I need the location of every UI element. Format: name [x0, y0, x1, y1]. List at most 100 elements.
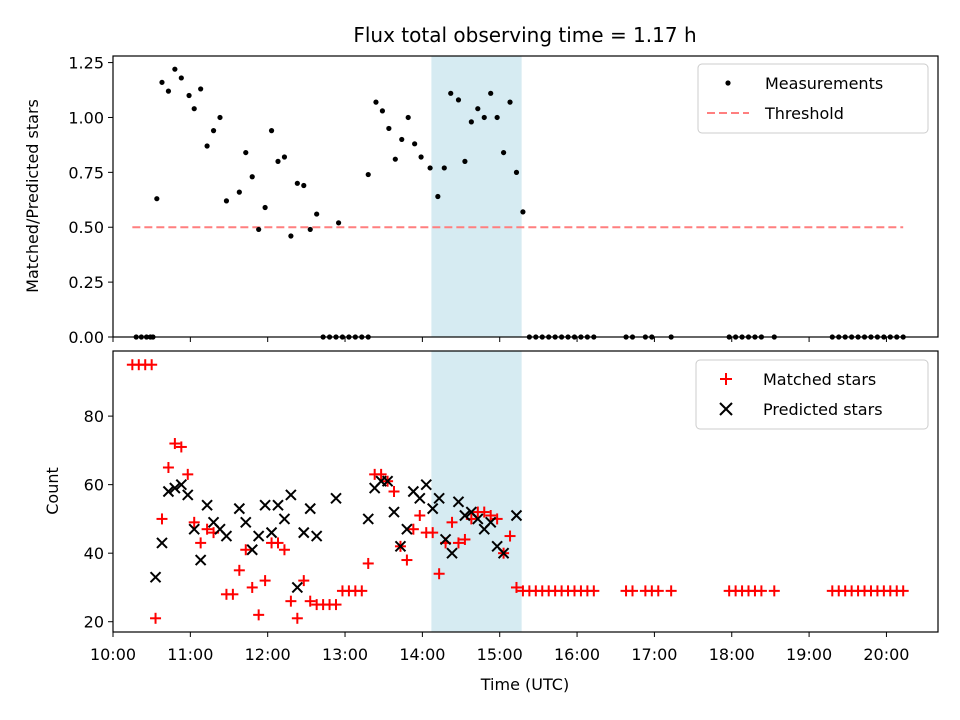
x-tick-label: 12:00 [245, 645, 291, 664]
measurement-point [204, 143, 210, 149]
y-tick-label: 1.25 [68, 54, 104, 73]
matched-star-marker [588, 585, 600, 597]
x-tick-label: 16:00 [554, 645, 600, 664]
y-tick-label: 0.00 [68, 328, 104, 347]
measurement-point [481, 114, 487, 121]
matched-star-marker [433, 568, 445, 580]
measurement-point [418, 154, 424, 160]
y-axis-title: Matched/Predicted stars [23, 99, 42, 293]
plot-frame [112, 55, 939, 338]
matched-star-marker [768, 585, 780, 597]
measurement-point [198, 86, 204, 92]
measurement-point [513, 169, 520, 175]
matched-star-marker [278, 544, 290, 556]
matched-star-marker [478, 506, 490, 518]
matched-star-marker [233, 564, 245, 576]
x-tick-label: 13:00 [322, 645, 368, 664]
matched-star-marker [407, 523, 419, 535]
measurement-point [294, 180, 300, 186]
measurement-point [373, 99, 379, 105]
x-tick-label: 14:00 [399, 645, 445, 664]
predicted-star-marker [459, 509, 471, 522]
highlight-span [431, 56, 522, 337]
predicted-star-marker [259, 499, 271, 511]
predicted-star-marker [472, 513, 484, 525]
matched-star-marker [510, 581, 522, 593]
measurement-point [335, 220, 342, 226]
predicted-star-marker [381, 475, 394, 487]
matched-star-marker [175, 441, 187, 453]
matched-star-marker [375, 468, 387, 480]
legend-label-predicted: Predicted stars [763, 400, 883, 419]
plot-frame [112, 350, 939, 633]
predicted-star-marker [426, 502, 439, 515]
predicted-star-marker [362, 513, 374, 525]
measurement-point [307, 226, 313, 233]
measurement-point [281, 154, 288, 160]
measurement-point [154, 196, 160, 202]
matched-star-marker [304, 595, 316, 607]
matched-star-marker [182, 468, 194, 480]
measurement-point [435, 193, 441, 200]
y-axis-ticks: 0.00 0.25 0.50 0.75 1.00 1.25 [68, 54, 113, 347]
predicted-star-marker [394, 540, 407, 553]
predicted-star-marker [304, 502, 316, 515]
predicted-star-marker [156, 537, 168, 549]
matched-star-marker [427, 527, 439, 539]
matched-star-marker [188, 516, 200, 528]
matched-star-marker [146, 359, 158, 371]
measurement-point [455, 97, 462, 103]
measurement-point [159, 79, 165, 85]
measurement-point [427, 165, 433, 171]
measurement-point [288, 233, 294, 239]
matched-star-marker [388, 486, 400, 497]
matched-star-marker [626, 585, 638, 597]
predicted-star-marker [194, 554, 207, 566]
predicted-star-marker [497, 547, 510, 559]
x-tick-label: 20:00 [863, 645, 909, 664]
y-tick-label: 0.50 [68, 218, 104, 237]
matched-star-marker [504, 530, 516, 542]
measurement-point [405, 114, 411, 121]
predicted-star-marker [240, 516, 252, 529]
x-tick-label: 11:00 [167, 645, 213, 664]
predicted-star-marker [220, 530, 233, 542]
predicted-star-marker [169, 482, 181, 494]
measurement-point [314, 211, 320, 217]
predicted-star-marker [233, 502, 246, 515]
predicted-stars-points [149, 475, 523, 594]
measurement-point [379, 108, 386, 114]
measurement-point [186, 92, 192, 99]
y-tick-label: 1.00 [68, 108, 104, 127]
matched-star-marker [446, 516, 458, 528]
measurement-point [448, 90, 454, 96]
y-tick-label: 0.75 [68, 163, 104, 182]
measurement-point [500, 149, 507, 156]
x-tick-label: 19:00 [786, 645, 832, 664]
matched-star-marker [246, 581, 258, 593]
measurement-point [468, 119, 474, 125]
predicted-star-marker [291, 581, 304, 594]
matched-star-marker [169, 438, 181, 450]
x-axis-ticks [112, 337, 887, 342]
measurement-point [210, 128, 217, 134]
measurement-point [392, 156, 398, 162]
x-axis-title: Time (UTC) [480, 675, 569, 694]
y-tick-label: 60 [84, 476, 104, 495]
measurement-point [275, 158, 281, 164]
matched-star-marker [362, 557, 374, 569]
x-tick-label: 18:00 [709, 645, 755, 664]
predicted-star-marker [272, 499, 284, 511]
matched-star-marker [272, 537, 284, 549]
measurement-point [494, 114, 500, 121]
legend-box [697, 63, 929, 134]
measurement-point [172, 66, 178, 72]
matched-star-marker [195, 537, 207, 549]
predicted-star-marker [510, 509, 523, 522]
matched-star-marker [156, 513, 168, 525]
predicted-star-marker [388, 506, 400, 518]
predicted-star-marker [310, 530, 323, 542]
predicted-star-marker [285, 489, 297, 501]
matched-star-marker [414, 509, 426, 521]
predicted-star-marker [278, 513, 291, 525]
